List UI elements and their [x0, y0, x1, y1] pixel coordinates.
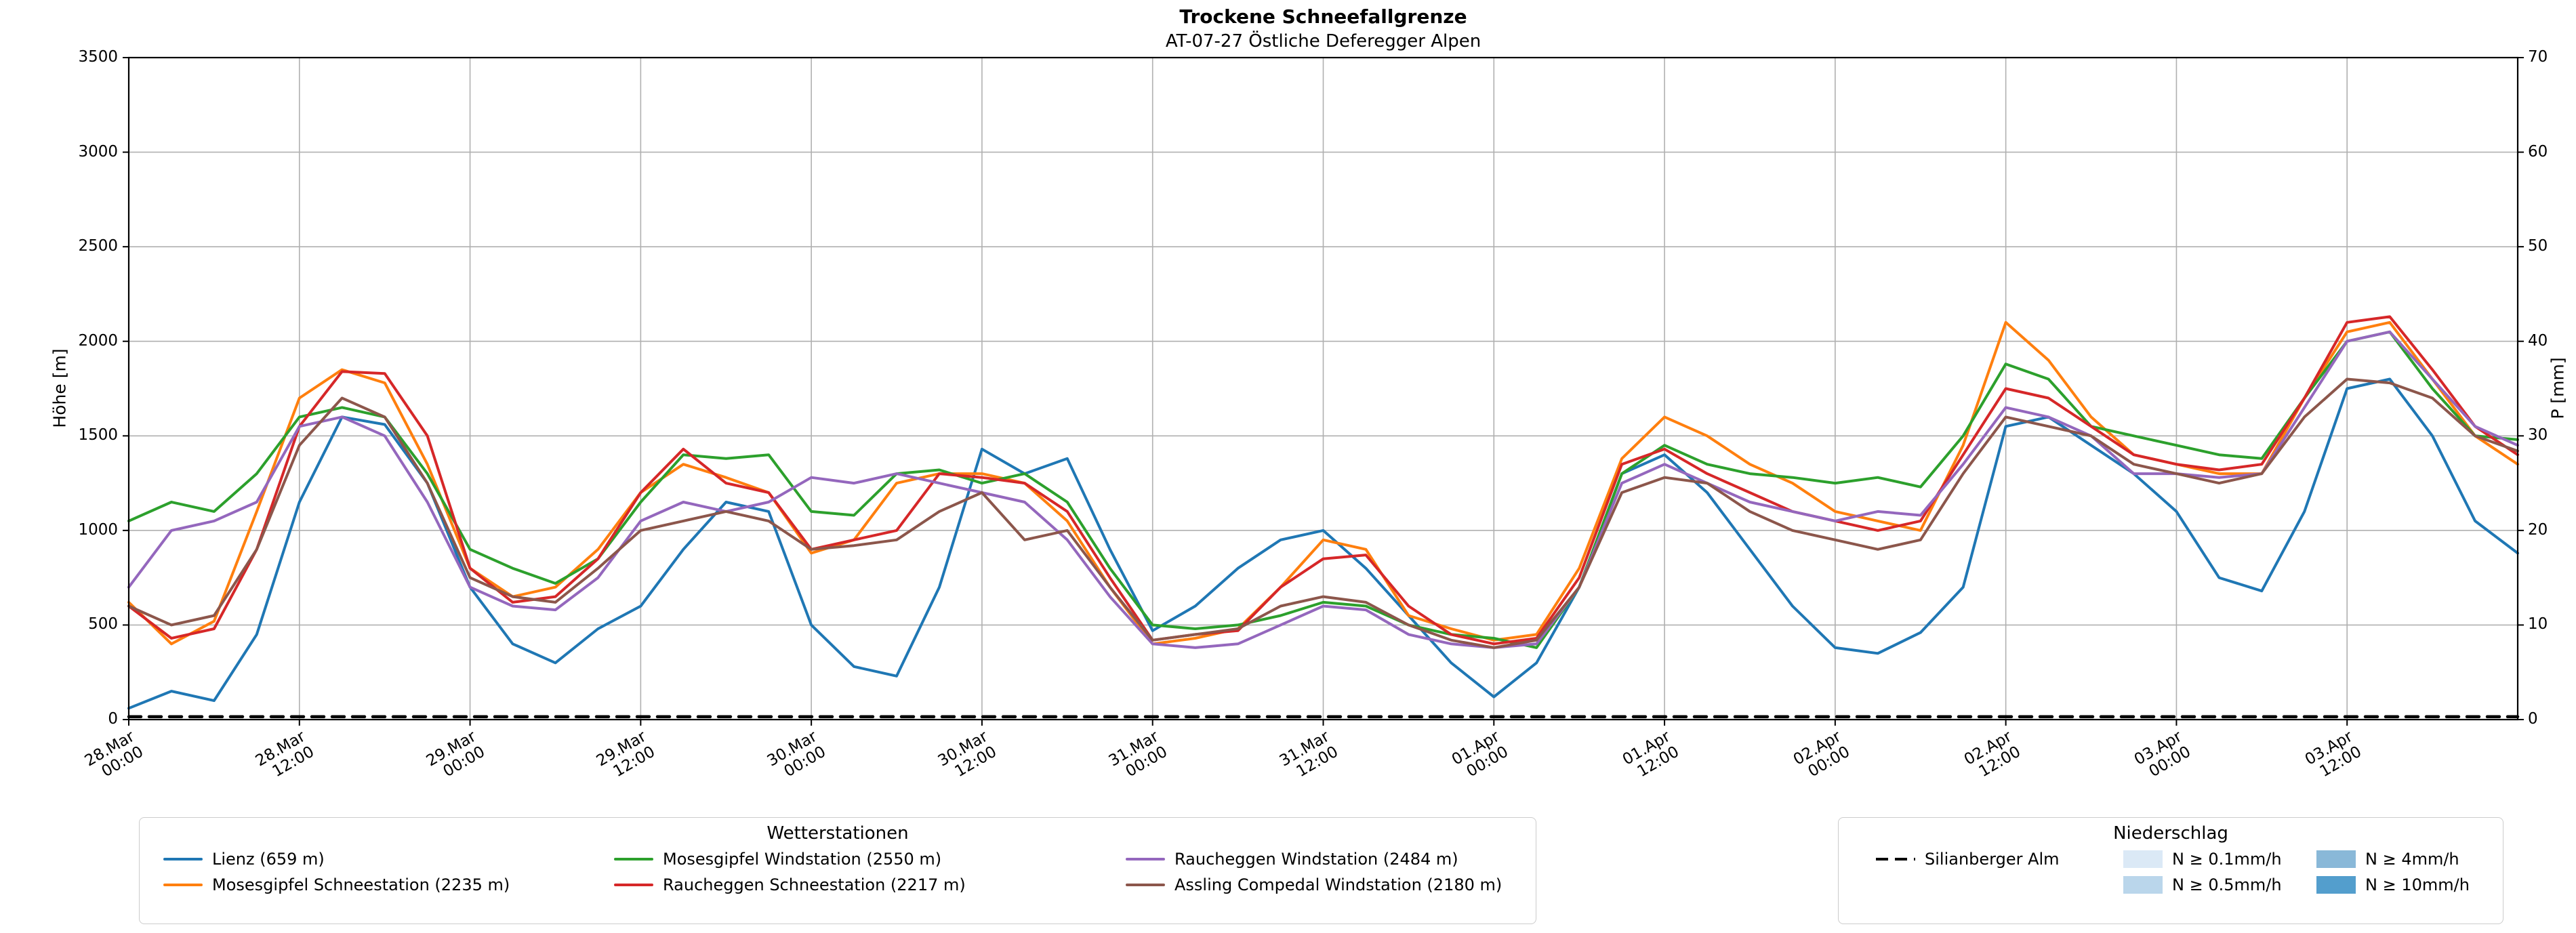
legend-item-label: N ≥ 0.5mm/h [2172, 875, 2282, 894]
legend-wetterstationen-grid: Lienz (659 m) Mosesgipfel Windstation (2… [140, 849, 1536, 895]
legend-item-raucheggen-windstation: Raucheggen Windstation (2484 m) [1126, 849, 1536, 869]
legend-item-precip-0-5mmh: N ≥ 0.5mm/h [2123, 875, 2316, 895]
line-swatch-icon [614, 884, 653, 886]
legend-niederschlag-grid: Silianberger Alm N ≥ 0.1mm/h N ≥ 4mm/h N… [1839, 849, 2503, 895]
y2-axis-tick-label: 50 [2528, 237, 2548, 255]
y-axis-label-right: P [mm] [2548, 357, 2568, 419]
line-swatch-icon [1126, 858, 1165, 861]
legend-item-mosesgipfel-windstation: Mosesgipfel Windstation (2550 m) [614, 849, 1126, 869]
y-axis-label-left: Höhe [m] [49, 348, 70, 428]
legend-item-label: Lienz (659 m) [212, 850, 325, 869]
legend-niederschlag: Niederschlag Silianberger Alm N ≥ 0.1mm/… [1838, 817, 2503, 924]
plot-area [123, 56, 2524, 726]
line-swatch-icon [1126, 884, 1165, 886]
y2-axis-tick-label: 60 [2528, 142, 2548, 161]
series-line [127, 377, 2519, 710]
x-axis-tick-label: 28.Mar 00:00 [81, 728, 146, 781]
y-axis-tick-label: 2500 [78, 237, 118, 255]
legend-item-lienz: Lienz (659 m) [163, 849, 614, 869]
legend-wetterstationen: Wetterstationen Lienz (659 m) Mosesgipfe… [139, 817, 1536, 924]
y2-axis-tick-label: 10 [2528, 615, 2548, 634]
y-axis-tick-label: 500 [88, 615, 118, 634]
plot-canvas [123, 56, 2524, 726]
line-swatch-icon [614, 858, 653, 861]
legend-item-precip-10mmh: N ≥ 10mm/h [2316, 875, 2503, 895]
precip-patch-icon [2316, 850, 2356, 868]
y-axis-tick-label: 1000 [78, 520, 118, 539]
y-axis-tick-label: 3000 [78, 142, 118, 161]
legend-item-label: Mosesgipfel Schneestation (2235 m) [212, 875, 510, 894]
legend-item-label: N ≥ 4mm/h [2365, 850, 2459, 869]
y2-axis-tick-label: 70 [2528, 48, 2548, 66]
chart-title: Trockene Schneefallgrenze [1179, 5, 1467, 28]
y-axis-tick-label: 3500 [78, 48, 118, 66]
y-axis-tick-label: 1500 [78, 426, 118, 444]
precip-patch-icon [2123, 850, 2163, 868]
legend-item-raucheggen-schneestation: Raucheggen Schneestation (2217 m) [614, 875, 1126, 895]
y-axis-tick-label: 2000 [78, 331, 118, 350]
series-line [127, 330, 2519, 649]
chart-subtitle: AT-07-27 Östliche Deferegger Alpen [1165, 31, 1481, 51]
legend-item-assling-compedal-windstation: Assling Compedal Windstation (2180 m) [1126, 875, 1536, 895]
legend-item-label: Assling Compedal Windstation (2180 m) [1174, 875, 1502, 894]
legend-item-silianberger-alm: Silianberger Alm [1876, 849, 2123, 869]
precip-patch-icon [2316, 876, 2356, 894]
legend-item-label: Mosesgipfel Windstation (2550 m) [663, 850, 942, 869]
dashed-line-swatch-icon [1876, 858, 1915, 861]
line-swatch-icon [163, 884, 203, 886]
legend-item-label: Silianberger Alm [1925, 850, 2060, 869]
legend-item-label: N ≥ 10mm/h [2365, 875, 2470, 894]
legend-item-label: N ≥ 0.1mm/h [2172, 850, 2282, 869]
legend-item-precip-0-1mmh: N ≥ 0.1mm/h [2123, 849, 2316, 869]
series-line [127, 320, 2519, 646]
x-axis-tick-label: 02.Apr 00:00 [1790, 728, 1853, 781]
y-axis-tick-label: 0 [108, 710, 118, 728]
y2-axis-tick-label: 20 [2528, 520, 2548, 539]
y2-axis-tick-label: 40 [2528, 331, 2548, 350]
line-swatch-icon [163, 858, 203, 861]
series-line [127, 315, 2519, 646]
x-axis-tick-label: 01.Apr 12:00 [1619, 728, 1683, 781]
series-line [127, 330, 2519, 649]
legend-wetterstationen-title: Wetterstationen [766, 823, 909, 844]
legend-item-mosesgipfel-schneestation: Mosesgipfel Schneestation (2235 m) [163, 875, 614, 895]
legend-item-precip-4mmh: N ≥ 4mm/h [2316, 849, 2503, 869]
precip-patch-icon [2123, 876, 2163, 894]
legend-niederschlag-title: Niederschlag [2113, 823, 2228, 844]
legend-item-label: Raucheggen Schneestation (2217 m) [663, 875, 966, 894]
series-line [127, 377, 2519, 649]
legend-spacer [1876, 875, 2123, 895]
y2-axis-tick-label: 0 [2528, 710, 2538, 728]
y2-axis-tick-label: 30 [2528, 426, 2548, 444]
legend-item-label: Raucheggen Windstation (2484 m) [1174, 850, 1458, 869]
